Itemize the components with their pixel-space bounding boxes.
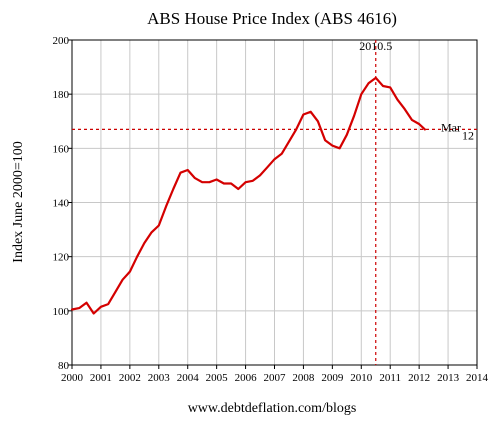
x-tick-label: 2006 bbox=[235, 372, 258, 384]
series-line-0 bbox=[70, 76, 426, 315]
hline-label: Mar bbox=[441, 120, 461, 134]
y-tick-label: 140 bbox=[53, 198, 70, 210]
y-tick-label: 80 bbox=[58, 360, 70, 372]
x-tick-label: 2003 bbox=[148, 372, 171, 384]
x-axis-ticks: 2000 2001 2002 2003 2004 2005 2006 2007 2008 2009… bbox=[61, 365, 489, 384]
x-tick-label: 2011 bbox=[379, 372, 401, 384]
source-caption: www.debtdeflation.com/blogs bbox=[188, 401, 357, 416]
x-tick-label: 2002 bbox=[119, 372, 141, 384]
x-tick-label: 2010 bbox=[350, 372, 373, 384]
grid bbox=[71, 39, 478, 366]
y-tick-label: 160 bbox=[53, 143, 70, 155]
x-tick-label: 2009 bbox=[321, 372, 344, 384]
y-tick-label: 100 bbox=[53, 306, 70, 318]
x-tick-label: 2004 bbox=[177, 372, 200, 384]
series-group bbox=[70, 76, 426, 315]
y-tick-label: 200 bbox=[53, 35, 70, 47]
x-tick-label: 2001 bbox=[90, 372, 112, 384]
y-tick-label: 120 bbox=[53, 252, 70, 264]
vline-label: 2010.5 bbox=[359, 39, 392, 53]
y-axis-ticks: 80 100 120 140 160 180 200 bbox=[53, 35, 72, 372]
x-tick-label: 2008 bbox=[292, 372, 315, 384]
x-tick-label: 2013 bbox=[437, 372, 460, 384]
y-tick-label: 180 bbox=[53, 89, 70, 101]
x-tick-label: 2012 bbox=[408, 372, 430, 384]
x-tick-label: 2014 bbox=[466, 372, 489, 384]
x-tick-label: 2000 bbox=[61, 372, 84, 384]
y-axis-label: Index June 2000=100 bbox=[11, 141, 26, 262]
chart-title: ABS House Price Index (ABS 4616) bbox=[147, 9, 397, 28]
hline-sublabel: 12 bbox=[462, 128, 474, 142]
x-tick-label: 2005 bbox=[206, 372, 229, 384]
x-tick-label: 2007 bbox=[264, 372, 287, 384]
